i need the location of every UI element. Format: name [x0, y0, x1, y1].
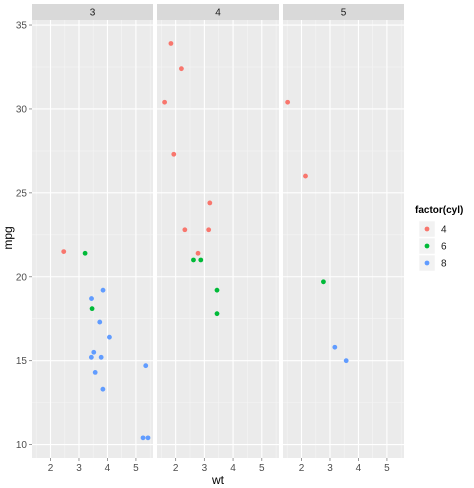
data-point-cyl-4	[206, 227, 212, 233]
facet-strip-label: 3	[90, 8, 96, 19]
data-point-cyl-8	[97, 319, 103, 325]
facet-panel-4: 4	[157, 4, 279, 458]
y-tick-label: 25	[16, 188, 28, 199]
x-axis-title: wt	[211, 473, 225, 487]
data-point-cyl-4	[303, 173, 308, 179]
legend-swatch-cyl-6	[424, 243, 430, 249]
data-point-cyl-8	[145, 435, 151, 441]
data-point-cyl-8	[143, 363, 149, 369]
legend-swatch-cyl-8	[424, 260, 430, 266]
x-tick-label: 2	[48, 463, 54, 474]
x-tick-label: 3	[76, 463, 82, 474]
data-point-cyl-8	[107, 334, 112, 340]
legend-label: 8	[441, 259, 447, 270]
legend-title: factor(cyl)	[415, 205, 463, 216]
data-point-cyl-4	[162, 99, 168, 105]
data-point-cyl-8	[100, 386, 106, 392]
panel-background	[157, 20, 279, 458]
data-point-cyl-4	[61, 249, 67, 254]
legend: factor(cyl) 4 6 8	[415, 205, 463, 272]
y-tick-label: 35	[16, 21, 28, 32]
facet-strip-label: 5	[341, 8, 347, 19]
y-tick-label: 20	[16, 272, 28, 283]
facet-strip-label: 4	[215, 8, 221, 19]
legend-label: 6	[441, 242, 447, 253]
facet-strip	[283, 4, 404, 20]
data-point-cyl-8	[140, 435, 146, 441]
legend-label: 4	[441, 225, 447, 236]
x-tick-label: 3	[202, 463, 208, 474]
x-tick-label: 5	[259, 463, 265, 474]
data-point-cyl-8	[332, 344, 338, 350]
y-tick-label: 10	[16, 440, 28, 451]
data-point-cyl-8	[100, 287, 106, 293]
data-point-cyl-6	[214, 287, 220, 293]
facet-strip	[32, 4, 153, 20]
x-tick-label: 4	[230, 463, 236, 474]
data-point-cyl-8	[92, 370, 98, 375]
data-point-cyl-6	[82, 250, 88, 256]
y-axis: 10 15 20 25 30 35	[16, 21, 32, 451]
data-point-cyl-6	[214, 311, 220, 317]
x-tick-label: 5	[384, 463, 390, 474]
data-point-cyl-8	[91, 349, 97, 355]
y-tick-label: 30	[16, 104, 28, 115]
data-point-cyl-4	[179, 66, 184, 72]
data-point-cyl-6	[89, 306, 95, 312]
data-point-cyl-4	[207, 200, 213, 206]
data-point-cyl-8	[88, 354, 94, 360]
data-point-cyl-4	[182, 227, 188, 233]
data-point-cyl-6	[198, 257, 204, 263]
x-tick-label: 3	[327, 463, 333, 474]
y-tick-label: 15	[16, 356, 28, 367]
x-tick-label: 4	[356, 463, 362, 474]
data-point-cyl-4	[168, 41, 174, 46]
panel-background	[32, 20, 153, 458]
x-tick-label: 2	[299, 463, 305, 474]
panel-background	[283, 20, 404, 458]
data-point-cyl-4	[171, 151, 177, 157]
data-point-cyl-6	[321, 279, 326, 285]
data-point-cyl-8	[89, 296, 94, 301]
facet-panels: 3 4 5	[32, 4, 404, 458]
x-tick-label: 2	[173, 463, 179, 474]
data-point-cyl-8	[98, 354, 104, 360]
y-axis-title: mpg	[1, 226, 15, 249]
x-tick-label: 5	[133, 463, 139, 474]
data-point-cyl-8	[343, 358, 349, 364]
facet-panel-5: 5	[283, 4, 404, 458]
x-axes: 2 3 4 5 2 3 4 5 2 3 4 5	[48, 458, 390, 474]
facet-strip	[157, 4, 279, 20]
x-tick-label: 4	[105, 463, 111, 474]
legend-swatch-cyl-4	[424, 226, 430, 232]
facet-panel-3: 3	[32, 4, 153, 458]
data-point-cyl-6	[191, 257, 196, 263]
data-point-cyl-4	[195, 250, 201, 256]
data-point-cyl-4	[285, 99, 291, 105]
